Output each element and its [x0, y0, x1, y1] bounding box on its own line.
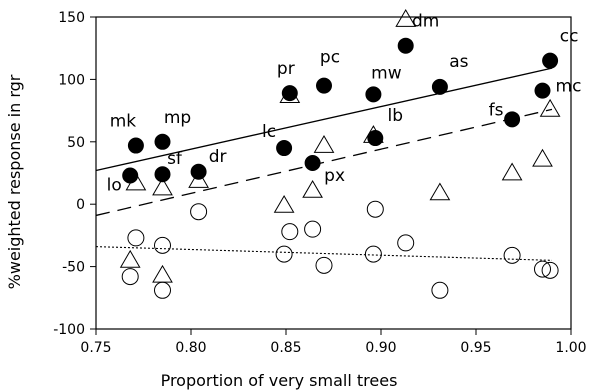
filled-circle-point: [281, 85, 298, 102]
open-triangle-point: [313, 135, 335, 153]
point-label-as: as: [449, 52, 468, 72]
filled-circle-point: [154, 133, 171, 150]
point-label-lc: lc: [262, 122, 276, 142]
y-tick-label: 100: [58, 72, 85, 88]
trend-line-dotted: [95, 246, 553, 261]
x-tick-label: 0.75: [80, 340, 111, 356]
point-label-cc: cc: [560, 27, 579, 47]
filled-circle-point: [431, 78, 448, 95]
filled-circle-point: [397, 37, 414, 54]
trend-lines: [95, 67, 553, 261]
open-circle-point: [315, 256, 333, 274]
filled-circle-point: [367, 130, 384, 147]
filled-circle-point: [542, 52, 559, 69]
point-label-mc: mc: [556, 77, 582, 97]
x-tick-label: 0.90: [365, 340, 396, 356]
open-triangle-point: [532, 148, 553, 167]
open-triangle-point: [188, 169, 209, 188]
filled-circle-point: [122, 167, 139, 184]
open-circle-point: [304, 220, 322, 238]
filled-circle-point: [127, 137, 144, 154]
open-circle-point: [431, 281, 449, 299]
open-circle-point: [154, 236, 171, 254]
plot-frame: [95, 16, 572, 330]
y-tick-label: -50: [62, 260, 85, 276]
open-circle-point: [127, 229, 145, 247]
open-triangle-point: [429, 182, 451, 201]
point-label-lo: lo: [107, 175, 122, 195]
x-tick-label: 0.95: [460, 340, 491, 356]
y-tick-label: 0: [76, 197, 85, 213]
open-circle-point: [397, 234, 415, 252]
x-axis-title: Proportion of very small trees: [161, 371, 398, 390]
filled-circle-point: [154, 166, 171, 183]
open-circle-point: [275, 245, 293, 263]
open-triangle-point: [501, 162, 523, 181]
open-circle-point: [534, 260, 551, 278]
point-label-sf: sf: [167, 149, 183, 169]
filled-circle-point: [534, 82, 551, 99]
open-triangle-point: [152, 177, 173, 196]
point-label-mk: mk: [110, 112, 137, 132]
open-circle-point: [366, 200, 384, 218]
point-label-pc: pc: [320, 48, 340, 68]
filled-circle-point: [365, 86, 382, 103]
y-tick-label: -100: [53, 322, 85, 338]
open-circle-point: [364, 245, 382, 263]
point-label-dm: dm: [412, 12, 439, 32]
filled-circle-point: [316, 77, 332, 94]
x-tick-label: 0.80: [175, 340, 206, 356]
y-tick-label: 150: [58, 10, 85, 26]
open-circle-point: [541, 261, 559, 279]
point-label-mw: mw: [371, 63, 402, 83]
open-triangle-point: [152, 264, 173, 283]
filled-circle-point: [304, 155, 321, 172]
point-label-fs: fs: [489, 100, 504, 120]
axes: 0.75 0.80 0.85 0.90 0.95 1.00 -100 -50 0 50 100 150: [53, 10, 586, 356]
open-triangle-point: [539, 98, 561, 117]
x-tick-label: 1.00: [555, 340, 586, 356]
trend-line-solid: [95, 67, 553, 172]
open-circle-point: [190, 203, 208, 221]
y-tick-label: 50: [67, 135, 85, 151]
point-label-dr: dr: [209, 147, 227, 167]
open-triangle-point: [395, 9, 417, 27]
open-triangle-point: [119, 249, 141, 268]
point-label-pr: pr: [277, 59, 295, 79]
point-label-lb: lb: [388, 106, 404, 126]
filled-circle-point: [190, 163, 207, 180]
point-label-px: px: [324, 166, 345, 186]
open-circle-point: [154, 281, 171, 299]
x-tick-label: 0.85: [270, 340, 301, 356]
trend-line-dashed: [95, 108, 553, 217]
filled-circle-point: [276, 140, 293, 157]
open-circle-point: [503, 246, 521, 264]
y-axis-title: %weighted response in rgr: [5, 74, 24, 289]
open-triangle-point: [273, 194, 295, 213]
data-points: [119, 9, 561, 299]
point-label-mp: mp: [164, 108, 191, 128]
filled-circle-point: [504, 111, 521, 128]
open-triangle-point: [302, 179, 323, 198]
open-circle-point: [281, 223, 299, 241]
open-circle-point: [121, 268, 139, 286]
